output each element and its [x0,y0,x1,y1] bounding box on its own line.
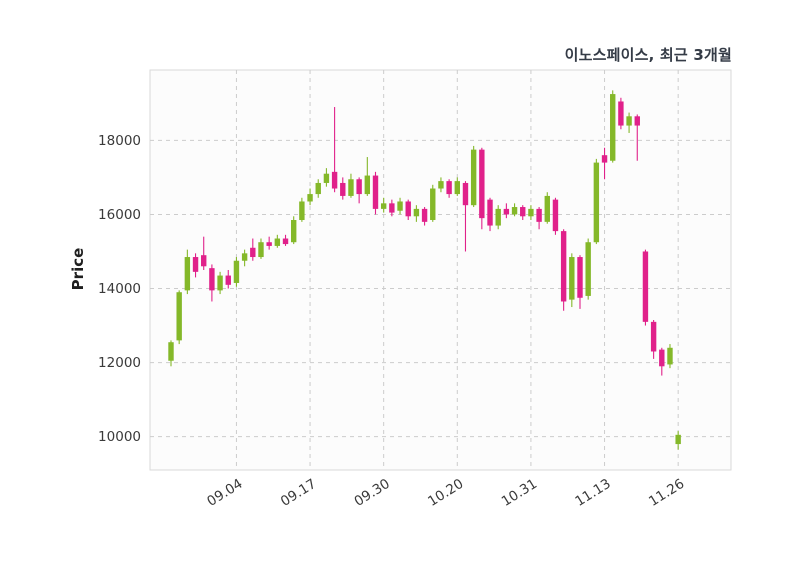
candle [610,90,616,163]
candle [650,320,657,359]
candle [241,249,248,267]
candle [225,270,231,289]
candle [470,145,477,208]
candle [372,171,379,215]
candle [364,157,371,196]
y-tick-label: 16000 [98,207,141,223]
candle [593,158,600,245]
candle [544,192,550,224]
candle [634,114,640,161]
candle [405,199,411,220]
candle [192,253,199,278]
x-tick-label: 10.31 [499,476,540,510]
candle [176,290,182,345]
candle [389,199,395,217]
y-tick-label: 10000 [98,429,141,445]
candle [462,181,469,252]
candle [560,229,567,311]
candle [569,253,575,308]
candle [667,344,673,369]
candle [380,197,387,213]
candle [282,234,289,246]
candle [348,173,354,198]
y-axis-label: Price [69,247,87,291]
candle [503,203,510,219]
candle [626,112,632,133]
candle [323,168,330,187]
candle [233,257,240,287]
candle [168,340,174,367]
candle [487,197,493,232]
candle [258,238,264,259]
candle [618,97,624,130]
candle [397,197,403,215]
candle [495,205,501,230]
candle [659,347,665,376]
candle [340,177,346,200]
candle [438,177,444,193]
candle [291,216,297,245]
candle [299,197,305,222]
candle [413,205,420,222]
candle [184,249,191,295]
plot-area [149,69,732,471]
y-tick-label: 18000 [98,133,141,149]
candle [642,249,649,326]
candle [577,255,583,309]
x-tick-label: 09.30 [352,476,393,510]
candle [585,238,591,300]
candle [274,234,281,248]
candle [217,271,223,295]
y-tick-label: 14000 [98,281,141,297]
candle [675,431,681,450]
candle [201,236,207,270]
candle [307,188,313,206]
candle [266,236,272,250]
candle [356,177,362,204]
y-tick-label: 12000 [98,355,141,371]
candle [511,203,518,217]
candle [528,205,534,220]
candle [250,238,256,261]
candle [454,177,460,196]
candle [446,179,452,198]
candle [479,147,485,230]
candle [209,264,215,302]
candle [315,179,321,198]
candle [520,205,526,220]
candle [331,107,338,193]
candle [421,207,428,226]
x-tick-label: 09.04 [204,476,245,510]
x-tick-label: 09.17 [278,476,319,510]
candle [601,147,608,180]
chart-title: 이노스페이스, 최근 3개월 [564,46,732,64]
candle [536,207,542,230]
candle [552,197,559,235]
x-tick-label: 11.13 [572,476,613,510]
candle [430,184,436,222]
x-tick-label: 11.26 [646,476,687,510]
x-tick-label: 10.20 [425,476,466,510]
